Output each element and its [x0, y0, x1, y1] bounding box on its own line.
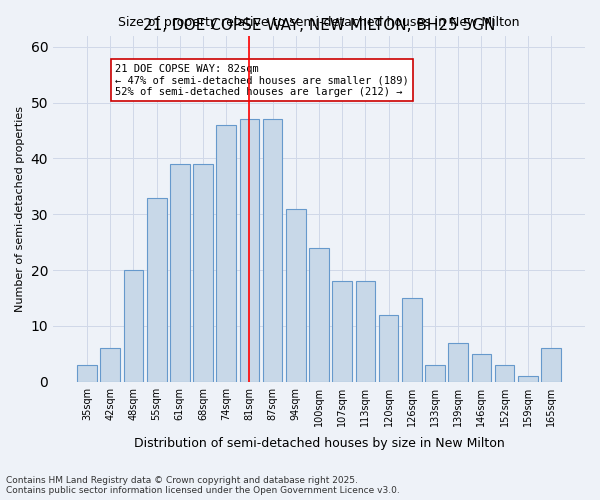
Text: Size of property relative to semi-detached houses in New Milton: Size of property relative to semi-detach…: [118, 16, 520, 29]
Bar: [217, 125, 236, 382]
Bar: [193, 164, 213, 382]
Bar: [124, 270, 143, 382]
Bar: [286, 208, 305, 382]
Text: Contains HM Land Registry data © Crown copyright and database right 2025.
Contai: Contains HM Land Registry data © Crown c…: [6, 476, 400, 495]
Bar: [495, 365, 514, 382]
Text: 21 DOE COPSE WAY: 82sqm
← 47% of semi-detached houses are smaller (189)
52% of s: 21 DOE COPSE WAY: 82sqm ← 47% of semi-de…: [115, 64, 409, 97]
X-axis label: Distribution of semi-detached houses by size in New Milton: Distribution of semi-detached houses by …: [134, 437, 505, 450]
Bar: [332, 281, 352, 382]
Title: 21, DOE COPSE WAY, NEW MILTON, BH25 5GN: 21, DOE COPSE WAY, NEW MILTON, BH25 5GN: [143, 18, 495, 33]
Bar: [448, 342, 468, 382]
Bar: [170, 164, 190, 382]
Bar: [472, 354, 491, 382]
Bar: [425, 365, 445, 382]
Bar: [518, 376, 538, 382]
Bar: [402, 298, 422, 382]
Bar: [147, 198, 167, 382]
Bar: [379, 314, 398, 382]
Bar: [309, 248, 329, 382]
Bar: [77, 365, 97, 382]
Bar: [541, 348, 561, 382]
Bar: [356, 281, 375, 382]
Bar: [263, 120, 283, 382]
Bar: [100, 348, 120, 382]
Bar: [239, 120, 259, 382]
Y-axis label: Number of semi-detached properties: Number of semi-detached properties: [15, 106, 25, 312]
